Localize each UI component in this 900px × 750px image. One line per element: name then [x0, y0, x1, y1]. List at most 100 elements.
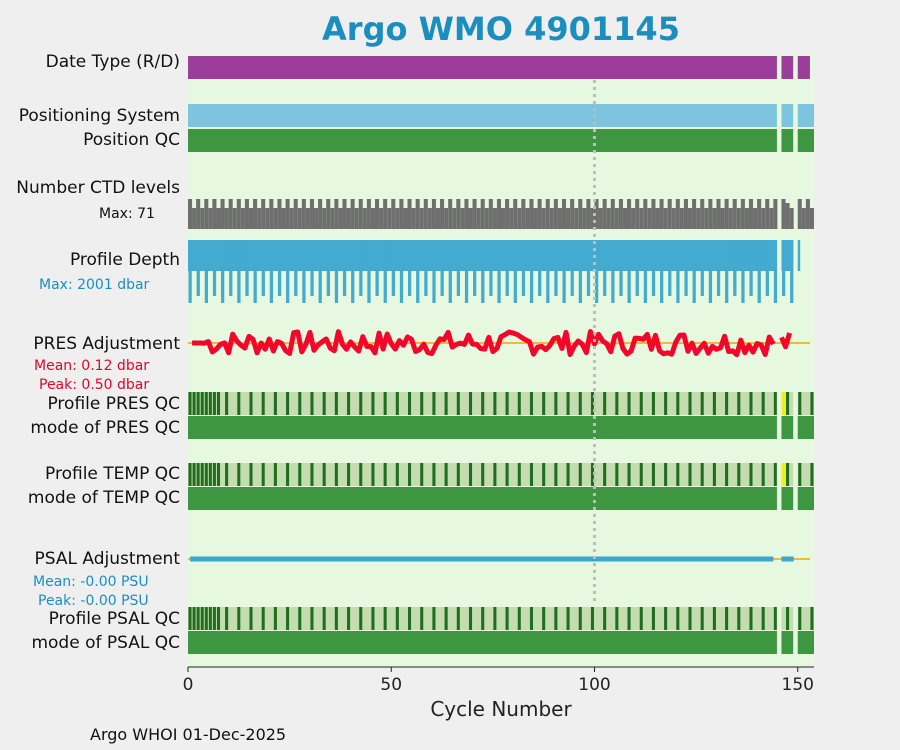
ctd-level-bar [423, 199, 428, 229]
profile-depth-bar [546, 240, 550, 303]
temp-profile-qc-mark [408, 463, 412, 486]
profile-depth-bar [773, 240, 778, 303]
pres-profile-qc-mark [737, 392, 741, 415]
ctd-level-bar [801, 208, 806, 229]
ctd-level-bar [220, 199, 225, 229]
ctd-level-bar [627, 199, 632, 229]
ctd-level-bar [391, 199, 396, 229]
psal-profile-qc-mark [603, 607, 607, 630]
profile-depth-bar [456, 240, 461, 296]
ctd-level-bar [492, 208, 497, 229]
psal-mode-qc-gap [793, 631, 798, 654]
profile-depth-bar [204, 240, 209, 303]
ctd-level-bar [594, 199, 599, 229]
temp-profile-qc-mark [310, 463, 314, 486]
positioning-gap [793, 104, 798, 127]
profile-depth-bar [570, 240, 574, 296]
label-date-type: Date Type (R/D) [45, 52, 180, 72]
profile-depth-bar [464, 240, 469, 303]
ctd-level-bar [610, 199, 615, 229]
profile-depth-bar [310, 240, 314, 296]
profile-depth-bar [594, 240, 599, 303]
ctd-level-bar [720, 208, 725, 229]
pres-profile-qc-mark [676, 392, 680, 415]
ctd-level-bar [448, 199, 453, 229]
psal-profile-qc-mark [810, 607, 814, 630]
temp-profile-qc-mark [542, 463, 546, 486]
ctd-level-bar [216, 208, 221, 229]
ctd-level-bar [679, 208, 684, 229]
ctd-level-bar [696, 208, 701, 229]
ctd-level-bar [748, 199, 754, 229]
profile-depth-bar [692, 240, 696, 303]
ctd-level-bar [293, 199, 298, 229]
ctd-level-bar [651, 199, 656, 229]
psal-profile-qc-mark [249, 607, 253, 630]
temp-profile-qc-mark [773, 463, 777, 486]
ctd-level-bar [663, 208, 668, 229]
pres-profile-qc-mark [798, 392, 802, 415]
ctd-level-bar [643, 199, 648, 229]
ctd-level-bar [488, 199, 493, 229]
ctd-level-bar [273, 208, 278, 229]
profile-depth-bar [261, 240, 265, 296]
profile-depth-bar [708, 240, 713, 303]
temp-profile-qc-mark [712, 463, 716, 486]
psal-profile-qc-mark [196, 607, 200, 630]
psal-profile-qc-mark [444, 607, 448, 630]
temp-profile-qc-bg [188, 463, 814, 486]
label-profile-temp-qc: Profile TEMP QC [45, 464, 180, 484]
profile-depth-gap [776, 240, 782, 271]
psal-profile-qc-mark [529, 607, 534, 630]
ctd-level-bar [326, 199, 331, 229]
psal-profile-qc-mark [481, 607, 485, 630]
temp-profile-qc-mark [395, 463, 399, 486]
ctd-level-bar [773, 199, 778, 229]
profile-depth-bar [521, 240, 526, 296]
pres-profile-qc-mark [395, 392, 399, 415]
profile-depth-bar [733, 240, 737, 296]
ctd-level-bar [614, 208, 619, 229]
temp-profile-qc-mark [798, 463, 802, 486]
temp-profile-qc-mark [383, 463, 387, 486]
psal-profile-qc-mark [204, 607, 208, 630]
profile-depth-bar [700, 240, 704, 296]
profile-depth-bar [586, 240, 591, 296]
date-type-gap [793, 56, 798, 79]
psal-peak-label: Peak: -0.00 PSU [38, 593, 149, 609]
ctd-level-bar [314, 208, 319, 229]
temp-profile-qc-mark [420, 463, 424, 486]
profile-depth-bar [229, 240, 233, 296]
temp-profile-qc-mark [188, 463, 192, 486]
psal-profile-qc-mark [408, 607, 412, 630]
temp-profile-qc-mark [493, 463, 497, 486]
psal-profile-qc-mark [517, 607, 521, 630]
ctd-level-bar [700, 199, 705, 229]
ctd-level-bar [513, 199, 518, 229]
ctd-level-bar [399, 199, 404, 229]
profile-depth-bar [651, 240, 656, 296]
ctd-level-bar [265, 208, 270, 229]
ctd-level-bar [228, 199, 233, 229]
x-axis-label: Cycle Number [430, 697, 572, 721]
ctd-level-bar [346, 208, 351, 229]
profile-depth-bar [318, 240, 322, 303]
ctd-level-bar [590, 208, 595, 229]
ctd-level-bar [553, 199, 558, 229]
ctd-level-bar [261, 199, 266, 229]
psal-profile-qc-mark [554, 607, 558, 630]
ctd-level-bar [366, 199, 371, 229]
pres-profile-qc-mark [444, 392, 448, 415]
ctd-level-bar [411, 208, 416, 229]
profile-depth-bar [635, 240, 639, 296]
pres-profile-qc-mark [590, 392, 594, 415]
psal-profile-qc-bg [188, 607, 814, 630]
psal-profile-qc-mark [237, 607, 241, 630]
pres-profile-qc-mark [273, 392, 277, 415]
label-mode-temp-qc: mode of TEMP QC [27, 488, 180, 508]
ctd-level-bar [789, 208, 794, 229]
ctd-level-bar [350, 199, 355, 229]
position-qc-bar [188, 129, 814, 152]
ctd-level-bar [570, 199, 575, 229]
